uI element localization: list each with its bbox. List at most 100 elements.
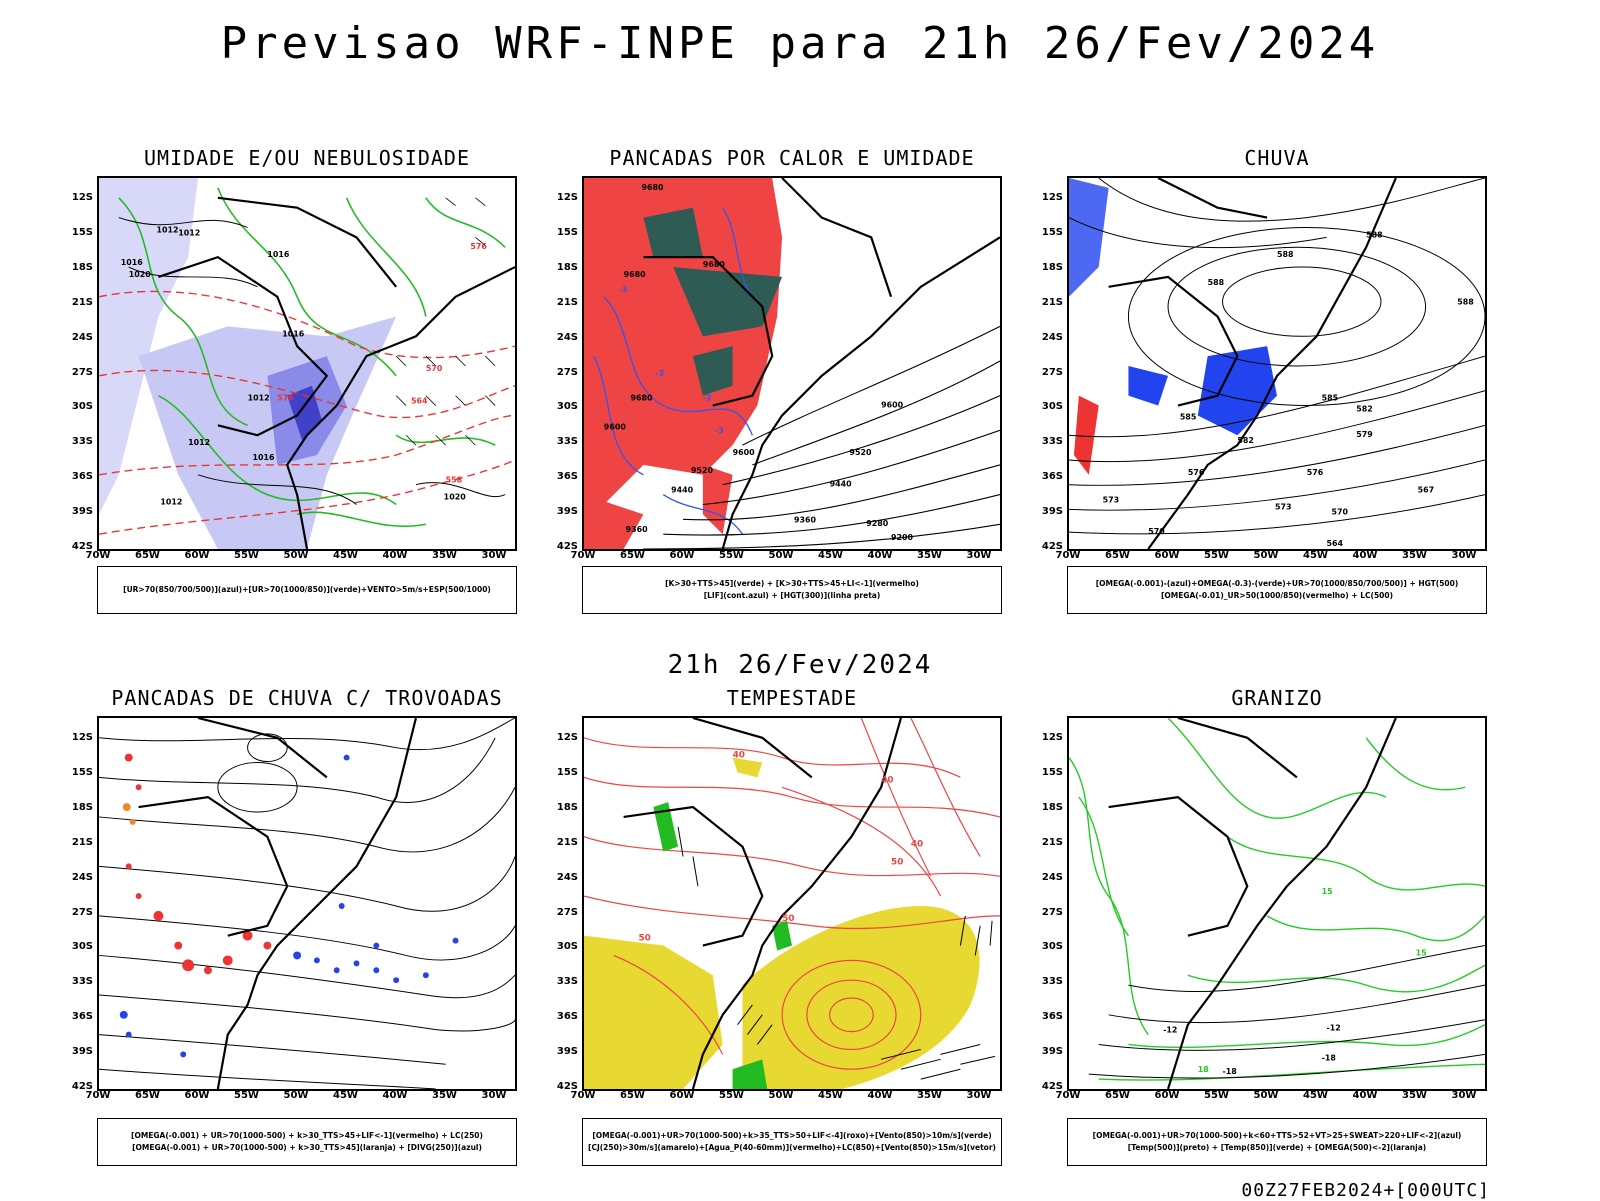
latitude-tick-label: 12S <box>71 732 93 743</box>
latitude-tick-label: 30S <box>71 401 93 413</box>
longitude-tick-label: 50W <box>768 1090 794 1101</box>
longitude-tick-label: 70W <box>570 550 596 561</box>
panel-4-map[interactable] <box>97 716 517 1091</box>
latitude-tick-label: 33S <box>71 436 93 448</box>
map-label: 570 <box>1331 507 1348 516</box>
longitude-tick-label: 45W <box>333 1090 358 1101</box>
longitude-tick-label: 55W <box>234 1090 259 1101</box>
latitude-tick-label: 30S <box>1041 401 1063 413</box>
legend-line: [OMEGA(-0.01)_UR>50(1000/850)(vermelho) … <box>1160 591 1394 600</box>
longitude-tick-label: 40W <box>867 1090 893 1101</box>
legend-line: [LIF](cont.azul) + [HGT(300)](linha pret… <box>703 591 881 600</box>
map-label: 576 <box>470 242 487 251</box>
panel-3-title: CHUVA <box>1244 146 1310 170</box>
map-label: 40 <box>881 775 893 785</box>
longitude-tick-label: 50W <box>1253 1090 1279 1101</box>
latitude-tick-label: 33S <box>556 436 578 448</box>
map-label: 1012 <box>188 438 210 447</box>
wind-vectors <box>395 197 496 446</box>
panel-1-labels: 1012 1012 1016 1016 1020 1016 1012 1012 … <box>121 225 488 506</box>
map-label: 570 <box>1148 527 1165 536</box>
map-label: -3 <box>655 369 664 378</box>
latitude-tick-label: 36S <box>1041 1011 1063 1023</box>
longitude-tick-label: 65W <box>1105 550 1130 561</box>
latitude-tick-label: 30S <box>71 941 93 953</box>
green-wind-cells <box>653 802 792 1089</box>
map-label: -3 <box>619 285 628 294</box>
latitude-tick-label: 18S <box>556 801 578 813</box>
legend-line: [UR>70(850/700/500)](azul)+[UR>70(1000/8… <box>123 585 491 594</box>
temp500-contours <box>1088 945 1485 1079</box>
coastline <box>1108 718 1397 1089</box>
map-label: 582 <box>1356 404 1373 413</box>
map-label: -12 <box>1163 1026 1177 1035</box>
map-label: 9680 <box>624 270 647 279</box>
panel-3-map[interactable]: 588 588 588 585 582 579 576 573 570 567 … <box>1067 176 1487 551</box>
map-label: 9440 <box>671 486 694 495</box>
panel-5-map[interactable]: 40 40 50 50 40 50 <box>582 716 1002 1091</box>
longitude-tick-label: 35W <box>1402 550 1427 561</box>
blue-lif-contours <box>593 207 763 535</box>
longitude-tick-label: 45W <box>818 1090 843 1101</box>
coastline <box>138 718 418 1089</box>
latitude-tick-label: 12S <box>1041 192 1063 203</box>
blue-shading <box>1197 346 1277 436</box>
map-label: 1012 <box>248 394 270 403</box>
latitude-tick-label: 42S <box>1041 541 1063 552</box>
latitude-tick-label: 21S <box>71 296 93 308</box>
panel-1-map[interactable]: 1012 1012 1016 1016 1020 1016 1012 1012 … <box>97 176 517 551</box>
latitude-tick-label: 27S <box>71 366 93 378</box>
longitude-tick-label: 40W <box>1352 1090 1378 1101</box>
rain-map-graphic: 588 588 588 585 582 579 576 573 570 567 … <box>1069 178 1485 549</box>
map-label: 9600 <box>881 401 904 410</box>
legend-line: [OMEGA(-0.001)-(azul)+OMEGA(-0.3)-(verde… <box>1095 579 1459 588</box>
latitude-tick-label: 21S <box>556 296 578 308</box>
map-label: 50 <box>638 934 650 944</box>
longitude-tick-label: 30W <box>481 550 507 561</box>
panel-2-title: PANCADAS POR CALOR E UMIDADE <box>609 146 975 170</box>
map-label: 588 <box>1208 278 1225 287</box>
thunderstorm-showers-map-graphic <box>99 718 515 1089</box>
latitude-tick-label: 24S <box>556 331 578 343</box>
latitude-tick-label: 33S <box>71 976 93 988</box>
longitude-tick-label: 60W <box>1154 550 1180 561</box>
latitude-tick-label: 21S <box>1041 296 1063 308</box>
legend-line: [OMEGA(-0.001)+UR>70(1000-500)+k>35_TTS>… <box>592 1131 992 1140</box>
map-label: 9440 <box>830 480 853 489</box>
heat-showers-map-graphic: 9680 9680 9680 9680 9600 9520 9440 9360 … <box>584 178 1000 549</box>
humidity-map-graphic: 1012 1012 1016 1016 1020 1016 1012 1012 … <box>99 178 515 549</box>
panel-2-labels: 9680 9680 9680 9680 9600 9520 9440 9360 … <box>604 183 914 542</box>
map-label: 9680 <box>641 183 664 192</box>
longitude-tick-label: 60W <box>669 1090 695 1101</box>
red-dashed-contours <box>99 290 515 535</box>
longitude-tick-label: 45W <box>1303 550 1328 561</box>
map-label: 9280 <box>866 519 889 528</box>
latitude-tick-label: 30S <box>556 941 578 953</box>
longitude-tick-label: 65W <box>1105 1090 1130 1101</box>
longitude-tick-label: 60W <box>1154 1090 1180 1101</box>
latitude-tick-label: 15S <box>1041 226 1063 238</box>
map-label: -12 <box>1327 1024 1341 1033</box>
run-stamp: 00Z27FEB2024+[000UTC] <box>1241 1180 1490 1201</box>
map-label: 50 <box>782 914 794 924</box>
latitude-tick-label: 42S <box>556 541 578 552</box>
longitude-tick-label: 60W <box>184 550 210 561</box>
map-label: -3 <box>715 426 724 435</box>
legend-line: [OMEGA(-0.001) + UR>70(1000-500) + k>30_… <box>131 1131 483 1140</box>
latitude-tick-label: 24S <box>1041 871 1063 883</box>
longitude-tick-label: 50W <box>283 1090 309 1101</box>
panel-6-map[interactable]: -12 -12 -18 -18 15 15 18 <box>1067 716 1487 1091</box>
blue-shading <box>1069 178 1109 297</box>
longitude-tick-label: 45W <box>333 550 358 561</box>
latitude-tick-label: 27S <box>556 906 578 918</box>
longitude-tick-label: 55W <box>1204 1090 1229 1101</box>
hail-map-graphic: -12 -12 -18 -18 15 15 18 <box>1069 718 1485 1089</box>
longitude-tick-label: 35W <box>432 550 457 561</box>
legend-line: [K>30+TTS>45](verde) + [K>30+TTS>45+LI<-… <box>665 579 919 588</box>
map-label: 588 <box>1366 230 1383 239</box>
latitude-tick-label: 27S <box>71 906 93 918</box>
panel-2-map[interactable]: 9680 9680 9680 9680 9600 9520 9440 9360 … <box>582 176 1002 551</box>
latitude-tick-label: 33S <box>556 976 578 988</box>
latitude-tick-label: 24S <box>1041 331 1063 343</box>
panel-1-legend: [UR>70(850/700/500)](azul)+[UR>70(1000/8… <box>97 566 517 614</box>
